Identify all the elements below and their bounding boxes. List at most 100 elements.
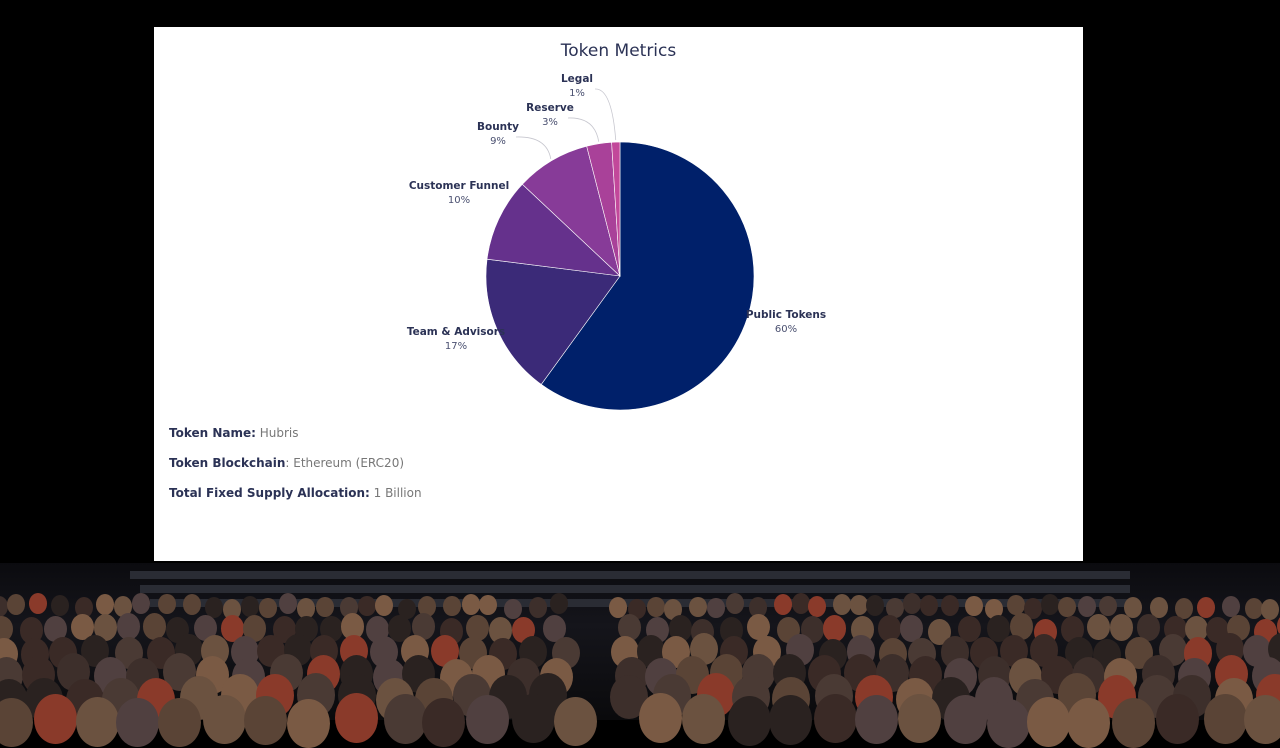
audience-member (479, 594, 498, 616)
token-blockchain-line: Token Blockchain: Ethereum (ERC20) (169, 456, 404, 470)
audience-member (50, 595, 69, 617)
audience-member (1261, 598, 1280, 620)
audience-member (115, 697, 159, 748)
audience-member (422, 697, 466, 748)
audience-member (117, 613, 141, 640)
audience-member (727, 696, 771, 746)
audience-member (822, 615, 846, 642)
slice-value-label: 60% (775, 324, 797, 335)
audience-member (854, 694, 898, 745)
leader-line (515, 136, 552, 160)
audience-member (903, 593, 922, 614)
slice-value-label: 9% (490, 136, 506, 147)
audience-member (243, 695, 287, 746)
audience-member (1007, 594, 1026, 616)
audience-member (920, 595, 939, 617)
audience-member (682, 694, 726, 744)
audience-member (1041, 594, 1060, 615)
audience-member (259, 597, 278, 619)
audience-member (95, 594, 114, 616)
audience-member (689, 596, 708, 618)
audience-member (877, 615, 901, 642)
audience-member (297, 598, 316, 619)
audience-member (203, 694, 247, 744)
audience-member (808, 596, 827, 617)
audience-member (397, 598, 416, 620)
audience-member (1066, 698, 1110, 748)
slice-label: Customer Funnel (409, 180, 509, 192)
audience-member (1057, 596, 1076, 618)
audience-member (19, 617, 43, 644)
audience-member (1027, 697, 1071, 747)
slice-value-label: 3% (542, 117, 558, 128)
token-name-value: Hubris (255, 426, 299, 440)
slice-label: Team & Advisors (407, 326, 505, 338)
audience-member (241, 596, 260, 617)
pie-slice-public-tokens (540, 141, 755, 411)
leader-line (594, 88, 617, 141)
audience-member (965, 595, 984, 617)
presentation-screen: Token Metrics Public Tokens 60% Team & Adv… (154, 27, 1083, 561)
audience-member (157, 593, 176, 615)
slice-value-label: 1% (569, 88, 585, 99)
audience-member (465, 694, 509, 745)
audience-member (528, 597, 547, 619)
audience-member (183, 594, 202, 615)
audience-member (75, 697, 119, 747)
slice-label: Public Tokens (746, 309, 826, 321)
audience-member (608, 597, 627, 618)
audience-member (1196, 597, 1215, 618)
audience-member (1149, 597, 1168, 618)
slice-label: Legal (561, 73, 593, 85)
audience-member (706, 597, 725, 619)
token-name-line: Token Name: Hubris (169, 426, 299, 440)
audience-member (957, 615, 981, 643)
audience-member (339, 596, 358, 618)
audience-member (243, 615, 267, 642)
audience-member (0, 616, 13, 643)
audience-member (638, 693, 682, 743)
slice-label: Bounty (477, 121, 519, 133)
audience-member (773, 594, 792, 616)
audience-member (43, 615, 67, 643)
audience-member (71, 613, 95, 641)
audience-member (987, 698, 1031, 748)
audience-member (278, 593, 297, 615)
audience-member (1244, 597, 1263, 619)
audience-member (725, 593, 744, 614)
audience-member (374, 595, 393, 617)
supply-line: Total Fixed Supply Allocation: 1 Billion (169, 486, 422, 500)
stage-step (130, 571, 1130, 579)
audience-member (131, 593, 150, 614)
supply-label: Total Fixed Supply Allocation: (169, 486, 370, 500)
audience-member (542, 615, 566, 642)
audience-member (412, 613, 436, 640)
audience-member (220, 615, 244, 642)
audience-member (899, 615, 923, 642)
audience-member (503, 598, 522, 620)
audience-member (885, 597, 904, 619)
audience-member (669, 615, 693, 642)
audience-member (1112, 698, 1156, 748)
token-name-label: Token Name: (169, 426, 256, 440)
audience-member (1175, 598, 1194, 619)
audience-member (647, 596, 666, 618)
token-blockchain-value: : Ethereum (ERC20) (285, 456, 405, 470)
slice-label: Reserve (526, 102, 574, 114)
audience-member (849, 594, 868, 616)
stage-step (140, 585, 1130, 593)
token-blockchain-label: Token Blockchain (169, 456, 286, 470)
pie-chart: Public Tokens 60% Team & Advisors 17% Custom… (407, 73, 826, 411)
audience-member (987, 615, 1011, 642)
audience-member (1136, 614, 1160, 641)
audience-member (222, 598, 241, 620)
audience-member (461, 594, 480, 616)
audience-member (387, 615, 411, 642)
audience-member (832, 593, 851, 615)
slice-value-label: 10% (448, 195, 470, 206)
audience-member (748, 597, 767, 618)
audience-member (74, 596, 93, 618)
audience-member (813, 693, 857, 744)
audience-member (664, 598, 683, 620)
audience-member (442, 595, 461, 617)
